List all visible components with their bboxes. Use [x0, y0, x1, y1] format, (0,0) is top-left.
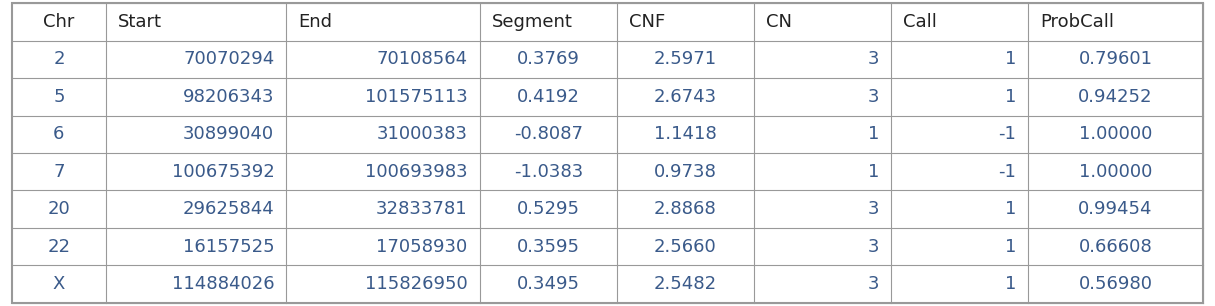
Text: 22: 22 [47, 238, 70, 256]
Text: 7: 7 [53, 163, 64, 181]
Text: 31000383: 31000383 [377, 125, 468, 143]
Text: 70070294: 70070294 [183, 50, 275, 68]
Text: 6: 6 [53, 125, 64, 143]
Text: 1: 1 [868, 163, 878, 181]
Text: 0.3769: 0.3769 [516, 50, 580, 68]
Text: 1.00000: 1.00000 [1079, 125, 1152, 143]
Text: -1.0383: -1.0383 [514, 163, 583, 181]
Text: 1: 1 [1005, 238, 1016, 256]
Text: 1.1418: 1.1418 [654, 125, 717, 143]
Text: Segment: Segment [492, 13, 572, 31]
Text: 115826950: 115826950 [364, 275, 468, 293]
Text: 30899040: 30899040 [183, 125, 275, 143]
Text: 0.4192: 0.4192 [516, 88, 580, 106]
Text: 0.79601: 0.79601 [1079, 50, 1153, 68]
Text: ProbCall: ProbCall [1040, 13, 1114, 31]
Text: 2.5971: 2.5971 [654, 50, 717, 68]
Text: 29625844: 29625844 [182, 200, 275, 218]
Text: 100675392: 100675392 [171, 163, 275, 181]
Text: 32833781: 32833781 [375, 200, 468, 218]
Text: 0.9738: 0.9738 [654, 163, 717, 181]
Text: 2.5482: 2.5482 [654, 275, 717, 293]
Text: 2.5660: 2.5660 [654, 238, 717, 256]
Text: 16157525: 16157525 [182, 238, 275, 256]
Text: 114884026: 114884026 [171, 275, 275, 293]
Text: 1: 1 [1005, 200, 1016, 218]
Text: CNF: CNF [629, 13, 666, 31]
Text: 1: 1 [1005, 88, 1016, 106]
Text: 17058930: 17058930 [377, 238, 468, 256]
Text: 70108564: 70108564 [377, 50, 468, 68]
Text: 98206343: 98206343 [182, 88, 275, 106]
Text: -1: -1 [999, 163, 1016, 181]
Text: 2.8868: 2.8868 [654, 200, 717, 218]
Text: 0.94252: 0.94252 [1079, 88, 1153, 106]
Text: 100693983: 100693983 [364, 163, 468, 181]
Text: -1: -1 [999, 125, 1016, 143]
Text: End: End [299, 13, 333, 31]
Text: 20: 20 [47, 200, 70, 218]
Text: 5: 5 [53, 88, 64, 106]
Text: Chr: Chr [44, 13, 74, 31]
Text: CN: CN [767, 13, 792, 31]
Text: 3: 3 [868, 88, 878, 106]
Text: 0.3595: 0.3595 [516, 238, 580, 256]
Text: 1: 1 [1005, 50, 1016, 68]
Text: Start: Start [118, 13, 162, 31]
Text: 3: 3 [868, 200, 878, 218]
Text: -0.8087: -0.8087 [514, 125, 583, 143]
Text: 1: 1 [868, 125, 878, 143]
Text: 0.3495: 0.3495 [516, 275, 580, 293]
Text: 2.6743: 2.6743 [654, 88, 717, 106]
Text: 101575113: 101575113 [364, 88, 468, 106]
Text: 2: 2 [53, 50, 64, 68]
Text: 1: 1 [1005, 275, 1016, 293]
Text: 3: 3 [868, 50, 878, 68]
Text: 1.00000: 1.00000 [1079, 163, 1152, 181]
Text: 0.56980: 0.56980 [1079, 275, 1153, 293]
Text: Call: Call [903, 13, 937, 31]
Text: 0.99454: 0.99454 [1079, 200, 1153, 218]
Text: X: X [52, 275, 66, 293]
Text: 3: 3 [868, 275, 878, 293]
Text: 3: 3 [868, 238, 878, 256]
Text: 0.66608: 0.66608 [1079, 238, 1153, 256]
Text: 0.5295: 0.5295 [516, 200, 580, 218]
